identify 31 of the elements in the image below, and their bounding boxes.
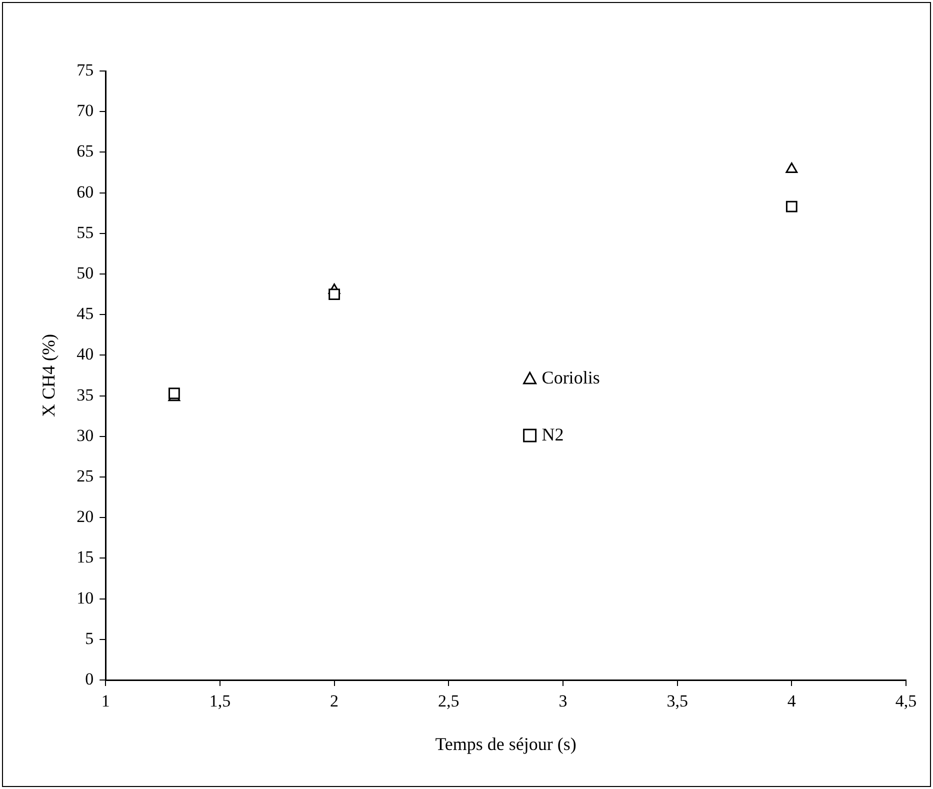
y-tick-label: 25	[76, 466, 94, 486]
point	[786, 200, 798, 212]
x-tick-label: 4	[787, 692, 796, 711]
legend-label: Coriolis	[542, 367, 600, 388]
point	[786, 162, 798, 173]
y-tick-label: 0	[85, 669, 94, 688]
legend-label: N2	[542, 424, 564, 444]
y-tick-label: 10	[76, 588, 94, 608]
x-tick-label: 2	[330, 692, 339, 711]
x-tick-label: 3,5	[666, 692, 688, 711]
y-tick-label: 60	[76, 182, 94, 202]
x-tick-label: 1	[101, 692, 110, 711]
y-axis-title: X CH4 (%)	[38, 334, 59, 417]
point	[328, 288, 340, 300]
y-tick-label: 40	[76, 344, 94, 364]
y-tick-label: 30	[76, 426, 94, 445]
y-tick-label: 70	[76, 101, 94, 120]
y-tick-label: 45	[76, 304, 94, 324]
x-tick-label: 2,5	[438, 692, 460, 711]
x-axis-title: Temps de séjour (s)	[435, 734, 576, 754]
y-tick-label: 75	[76, 60, 94, 80]
y-tick-label: 35	[76, 385, 94, 404]
x-tick-label: 3	[558, 692, 568, 711]
y-tick-label: 65	[76, 142, 94, 161]
x-tick-label: 1,5	[209, 692, 231, 711]
y-tick-label: 5	[85, 628, 94, 648]
x-tick-label: 4,5	[895, 692, 917, 711]
y-tick-label: 55	[76, 222, 94, 242]
y-tick-label: 15	[76, 548, 94, 567]
y-tick-label: 50	[76, 263, 94, 282]
y-tick-label: 20	[76, 507, 94, 526]
